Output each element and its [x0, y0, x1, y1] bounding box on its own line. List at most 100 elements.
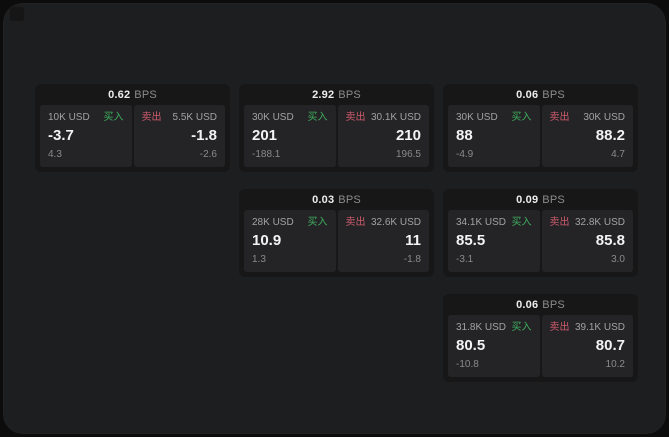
sell-price: -1.8 — [191, 127, 217, 144]
quote-card[interactable]: 0.03 BPS 28K USD 买入 10.9 1.3 卖出 32.6K US… — [239, 189, 434, 277]
sell-panel-header: 卖出 32.8K USD — [550, 217, 626, 229]
buy-button[interactable]: 买入 — [307, 217, 328, 228]
sell-subvalue: 196.5 — [395, 149, 421, 160]
quote-card[interactable]: 0.62 BPS 10K USD 买入 -3.7 4.3 卖出 5.5K USD… — [35, 84, 230, 172]
sell-panel[interactable]: 卖出 32.8K USD 85.8 3.0 — [541, 210, 633, 272]
buy-amount: 30K USD — [252, 112, 294, 123]
bps-unit-label: BPS — [338, 88, 361, 101]
buy-button[interactable]: 买入 — [511, 112, 532, 123]
quote-panels: 30K USD 买入 201 -188.1 卖出 30.1K USD 210 1… — [239, 105, 434, 172]
buy-panel[interactable]: 30K USD 买入 201 -188.1 — [244, 105, 336, 167]
sell-subvalue: -1.8 — [403, 254, 421, 265]
sell-amount: 5.5K USD — [172, 112, 217, 123]
quote-card[interactable]: 0.06 BPS 30K USD 买入 88 -4.9 卖出 30K USD 8… — [443, 84, 638, 172]
buy-amount: 10K USD — [48, 112, 90, 123]
buy-subvalue: -188.1 — [252, 149, 281, 160]
bps-value: 0.06 — [516, 298, 539, 311]
sell-amount: 32.6K USD — [370, 217, 421, 228]
bps-value: 2.92 — [312, 88, 335, 101]
sell-panel-header: 卖出 30K USD — [550, 112, 626, 124]
sell-subvalue: 10.2 — [605, 359, 625, 370]
buy-price: 201 — [252, 127, 278, 144]
buy-panel-header: 30K USD 买入 — [252, 112, 328, 124]
bps-header: 2.92 BPS — [239, 84, 434, 105]
sell-subvalue: 3.0 — [611, 254, 625, 265]
bps-value: 0.62 — [108, 88, 131, 101]
buy-price: -3.7 — [48, 127, 74, 144]
quote-panels: 31.8K USD 买入 80.5 -10.8 卖出 39.1K USD 80.… — [443, 315, 638, 382]
buy-button[interactable]: 买入 — [511, 322, 532, 333]
quote-panels: 30K USD 买入 88 -4.9 卖出 30K USD 88.2 4.7 — [443, 105, 638, 172]
bps-header: 0.06 BPS — [443, 84, 638, 105]
buy-price: 88 — [456, 127, 473, 144]
buy-panel[interactable]: 30K USD 买入 88 -4.9 — [448, 105, 540, 167]
buy-subvalue: -3.1 — [456, 254, 474, 265]
sell-panel[interactable]: 卖出 5.5K USD -1.8 -2.6 — [133, 105, 225, 167]
bps-header: 0.03 BPS — [239, 189, 434, 210]
buy-panel-header: 30K USD 买入 — [456, 112, 532, 124]
sell-amount: 32.8K USD — [574, 217, 625, 228]
sell-button[interactable]: 卖出 — [549, 322, 570, 333]
bps-unit-label: BPS — [542, 298, 565, 311]
bps-unit-label: BPS — [338, 193, 361, 206]
sell-panel-header: 卖出 32.6K USD — [346, 217, 422, 229]
sell-panel[interactable]: 卖出 30.1K USD 210 196.5 — [337, 105, 429, 167]
sell-amount: 30K USD — [583, 112, 625, 123]
quote-card[interactable]: 0.06 BPS 31.8K USD 买入 80.5 -10.8 卖出 39.1… — [443, 294, 638, 382]
buy-amount: 31.8K USD — [456, 322, 507, 333]
sell-price: 88.2 — [595, 127, 625, 144]
quote-card[interactable]: 0.09 BPS 34.1K USD 买入 85.5 -3.1 卖出 32.8K… — [443, 189, 638, 277]
sell-button[interactable]: 卖出 — [345, 217, 366, 228]
quote-panels: 34.1K USD 买入 85.5 -3.1 卖出 32.8K USD 85.8… — [443, 210, 638, 277]
buy-subvalue: -10.8 — [456, 359, 479, 370]
sell-amount: 30.1K USD — [370, 112, 421, 123]
buy-button[interactable]: 买入 — [511, 217, 532, 228]
sell-button[interactable]: 卖出 — [549, 217, 570, 228]
buy-panel-header: 34.1K USD 买入 — [456, 217, 532, 229]
quote-card[interactable]: 2.92 BPS 30K USD 买入 201 -188.1 卖出 30.1K … — [239, 84, 434, 172]
sell-price: 210 — [395, 127, 421, 144]
bps-value: 0.03 — [312, 193, 335, 206]
sell-panel-header: 卖出 39.1K USD — [550, 322, 626, 334]
sell-button[interactable]: 卖出 — [549, 112, 570, 123]
buy-button[interactable]: 买入 — [307, 112, 328, 123]
buy-panel[interactable]: 31.8K USD 买入 80.5 -10.8 — [448, 315, 540, 377]
sell-price: 85.8 — [595, 232, 625, 249]
buy-amount: 30K USD — [456, 112, 498, 123]
buy-button[interactable]: 买入 — [103, 112, 124, 123]
app-icon — [9, 6, 25, 22]
bps-unit-label: BPS — [134, 88, 157, 101]
sell-price: 80.7 — [595, 337, 625, 354]
buy-subvalue: 1.3 — [252, 254, 266, 265]
sell-subvalue: -2.6 — [199, 149, 217, 160]
buy-subvalue: -4.9 — [456, 149, 474, 160]
buy-price: 10.9 — [252, 232, 282, 249]
buy-panel[interactable]: 28K USD 买入 10.9 1.3 — [244, 210, 336, 272]
buy-panel[interactable]: 34.1K USD 买入 85.5 -3.1 — [448, 210, 540, 272]
bps-header: 0.09 BPS — [443, 189, 638, 210]
buy-price: 85.5 — [456, 232, 486, 249]
buy-price: 80.5 — [456, 337, 486, 354]
buy-amount: 34.1K USD — [456, 217, 507, 228]
sell-amount: 39.1K USD — [574, 322, 625, 333]
buy-panel-header: 10K USD 买入 — [48, 112, 124, 124]
bps-value: 0.09 — [516, 193, 539, 206]
bps-value: 0.06 — [516, 88, 539, 101]
quote-panels: 28K USD 买入 10.9 1.3 卖出 32.6K USD 11 -1.8 — [239, 210, 434, 277]
sell-button[interactable]: 卖出 — [345, 112, 366, 123]
buy-panel[interactable]: 10K USD 买入 -3.7 4.3 — [40, 105, 132, 167]
sell-panel[interactable]: 卖出 39.1K USD 80.7 10.2 — [541, 315, 633, 377]
sell-button[interactable]: 卖出 — [141, 112, 162, 123]
buy-panel-header: 31.8K USD 买入 — [456, 322, 532, 334]
sell-panel[interactable]: 卖出 32.6K USD 11 -1.8 — [337, 210, 429, 272]
bps-header: 0.06 BPS — [443, 294, 638, 315]
sell-panel-header: 卖出 5.5K USD — [142, 112, 218, 124]
bps-unit-label: BPS — [542, 88, 565, 101]
buy-subvalue: 4.3 — [48, 149, 62, 160]
buy-amount: 28K USD — [252, 217, 294, 228]
sell-price: 11 — [405, 232, 421, 249]
sell-subvalue: 4.7 — [611, 149, 625, 160]
sell-panel[interactable]: 卖出 30K USD 88.2 4.7 — [541, 105, 633, 167]
quote-panels: 10K USD 买入 -3.7 4.3 卖出 5.5K USD -1.8 -2.… — [35, 105, 230, 172]
buy-panel-header: 28K USD 买入 — [252, 217, 328, 229]
